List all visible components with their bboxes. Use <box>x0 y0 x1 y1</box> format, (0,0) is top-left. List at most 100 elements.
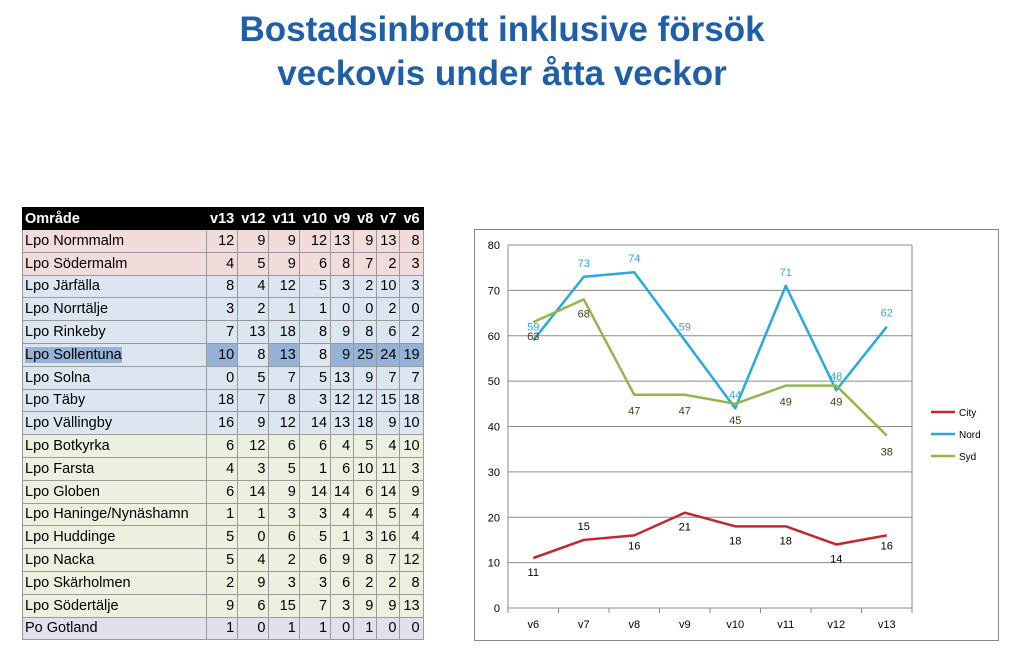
value-cell: 5 <box>353 434 378 458</box>
value-cell: 2 <box>376 570 401 595</box>
value-cell: 14 <box>330 479 355 504</box>
value-cell: 5 <box>205 525 239 550</box>
value-cell: 9 <box>376 593 401 618</box>
burglary-table: Område v13 v12 v11 v10 v9 v8 v7 v6 Lpo Normmalm 1… <box>22 207 424 641</box>
table-row: Lpo Södertälje 9 6 15 7 3 9 9 13 <box>22 593 424 618</box>
value-cell: 2 <box>205 570 239 595</box>
value-cell: 13 <box>376 229 401 253</box>
value-cell: 3 <box>268 502 300 527</box>
value-cell: 18 <box>353 411 378 436</box>
value-cell: 13 <box>399 593 424 618</box>
value-cell: 5 <box>298 365 332 390</box>
value-cell: 8 <box>237 342 270 367</box>
data-label: 74 <box>628 253 640 265</box>
value-cell: 3 <box>399 456 424 481</box>
value-cell: 13 <box>330 411 355 436</box>
value-cell: 14 <box>237 479 270 504</box>
value-cell: 3 <box>298 570 332 595</box>
data-label: 16 <box>628 540 640 552</box>
value-cell: 2 <box>376 251 401 276</box>
value-cell: 9 <box>353 365 378 390</box>
value-cell: 2 <box>268 548 300 572</box>
title-line-1: Bostadsinbrott inklusive försök <box>239 10 765 49</box>
value-cell: 0 <box>205 365 239 390</box>
value-cell: 9 <box>237 570 270 595</box>
value-cell: 7 <box>376 365 401 390</box>
value-cell: 1 <box>298 297 332 322</box>
value-cell: 11 <box>376 456 401 481</box>
data-label: 45 <box>729 415 741 427</box>
value-cell: 7 <box>237 388 270 413</box>
table-row: Po Gotland 1 0 1 1 0 1 0 0 <box>22 616 424 641</box>
series-line-syd <box>532 298 888 437</box>
x-tick-label: v12 <box>827 619 845 631</box>
value-cell: 5 <box>376 502 401 527</box>
value-cell: 4 <box>330 502 355 527</box>
y-tick-label: 70 <box>488 285 500 297</box>
data-label: 47 <box>628 406 640 418</box>
value-cell: 10 <box>399 411 424 436</box>
table-row: Lpo Haninge/Nynäshamn 1 1 3 3 4 4 5 4 <box>22 502 424 527</box>
y-tick-label: 0 <box>494 603 500 615</box>
value-cell: 12 <box>399 548 424 572</box>
value-cell: 2 <box>399 320 424 344</box>
value-cell: 13 <box>330 229 355 253</box>
value-cell: 24 <box>376 342 401 367</box>
value-cell: 0 <box>399 616 424 641</box>
value-cell: 18 <box>205 388 239 413</box>
area-cell: Lpo Norrtälje <box>22 297 207 322</box>
table-row: Lpo Sollentuna 10 8 13 8 9 25 24 19 <box>22 342 424 367</box>
value-cell: 12 <box>205 229 239 253</box>
value-cell: 16 <box>205 411 239 436</box>
area-cell: Po Gotland <box>22 616 207 641</box>
value-cell: 4 <box>205 456 239 481</box>
data-label: 63 <box>527 331 539 343</box>
value-cell: 12 <box>353 388 378 413</box>
value-cell: 5 <box>237 251 270 276</box>
value-cell: 10 <box>399 434 424 458</box>
value-cell: 13 <box>330 365 355 390</box>
table-header-row: Område v13 v12 v11 v10 v9 v8 v7 v6 <box>22 207 424 230</box>
value-cell: 5 <box>298 525 332 550</box>
value-cell: 8 <box>268 388 300 413</box>
value-cell: 7 <box>268 365 300 390</box>
area-cell: Lpo Haninge/Nynäshamn <box>22 502 207 527</box>
table-row: Lpo Botkyrka 6 12 6 6 4 5 4 10 <box>22 434 424 458</box>
data-label: 21 <box>679 522 691 534</box>
value-cell: 8 <box>298 342 332 367</box>
value-cell: 19 <box>399 342 424 367</box>
area-cell: Lpo Täby <box>22 388 207 413</box>
value-cell: 9 <box>268 229 300 253</box>
table-row: Lpo Normmalm 12 9 9 12 13 9 13 8 <box>22 229 424 253</box>
area-cell: Lpo Södermalm <box>22 251 207 276</box>
value-cell: 4 <box>237 548 270 572</box>
table-row: Lpo Täby 18 7 8 3 12 12 15 18 <box>22 388 424 413</box>
value-cell: 18 <box>268 320 300 344</box>
value-cell: 1 <box>298 616 332 641</box>
value-cell: 9 <box>205 593 239 618</box>
table-row: Lpo Norrtälje 3 2 1 1 0 0 2 0 <box>22 297 424 322</box>
area-cell: Lpo Nacka <box>22 548 207 572</box>
series-line-nord <box>532 270 888 410</box>
value-cell: 12 <box>237 434 270 458</box>
value-cell: 25 <box>353 342 378 367</box>
value-cell: 5 <box>237 365 270 390</box>
data-label: 18 <box>780 535 792 547</box>
x-tick-label: v10 <box>726 619 744 631</box>
value-cell: 12 <box>330 388 355 413</box>
column-header-v7: v7 <box>376 207 401 230</box>
value-cell: 3 <box>298 388 332 413</box>
value-cell: 6 <box>205 479 239 504</box>
data-label: 47 <box>679 406 691 418</box>
value-cell: 6 <box>298 434 332 458</box>
value-cell: 5 <box>268 456 300 481</box>
area-cell: Lpo Järfälla <box>22 274 207 299</box>
value-cell: 9 <box>353 229 378 253</box>
column-header-area: Område <box>22 207 207 230</box>
value-cell: 12 <box>268 411 300 436</box>
data-label: 49 <box>830 397 842 409</box>
data-label: 48 <box>830 371 842 383</box>
value-cell: 7 <box>353 251 378 276</box>
value-cell: 3 <box>330 274 355 299</box>
value-cell: 1 <box>268 616 300 641</box>
